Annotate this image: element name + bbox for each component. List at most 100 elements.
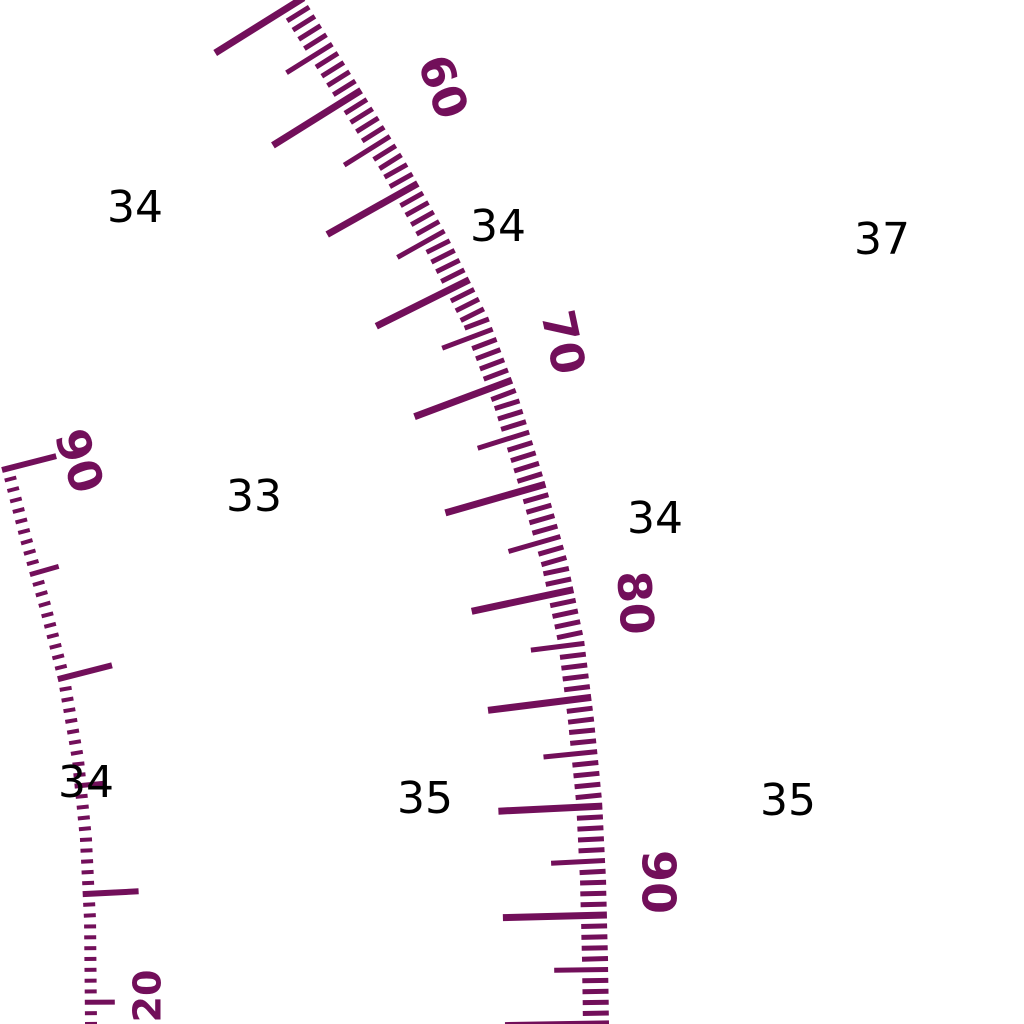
scale-tick [326,69,351,88]
scale-tick [528,513,556,526]
scale-tick [383,162,409,180]
scale-tick [425,238,451,255]
depth-sounding: 34 [470,201,526,252]
scale-tick [559,651,587,660]
scale-tick [59,685,72,692]
scale-tick [342,134,392,168]
scale-tick [537,544,565,557]
scale-tick-major [82,888,139,898]
scale-tick [20,538,34,546]
scale-tick [409,209,436,227]
scale-tick [6,486,20,493]
scale-tick [61,696,74,703]
scale-tick [576,814,604,821]
scale-tick [51,653,65,661]
scale-tick [43,621,57,629]
scale-tick [581,956,609,962]
scale-tick [440,267,466,284]
scale-tick-major [413,376,514,420]
scale-tick [297,23,323,42]
scale-tick [430,248,456,265]
scale-tick [479,357,506,372]
scale-tick [572,760,599,768]
scale-tick [64,717,78,724]
scale-tick [63,707,76,714]
scale-tick-marks [213,0,610,1024]
scale-tick [396,228,446,260]
scale-tick [17,527,31,535]
scale-tick [556,629,584,641]
scale-tick [543,749,598,760]
scale-tick [577,825,604,832]
scale-tick [580,901,607,908]
scale-tick [54,663,68,671]
scale-tick [561,662,588,671]
scale-tick [285,4,311,24]
scale-label-80: 80 [606,569,664,637]
scale-tick [525,502,553,515]
scale-tick-marks-left [1,453,139,1024]
scale-tick [331,78,357,97]
scale-tick [32,579,45,587]
scale-tick [378,152,403,171]
scale-tick [81,859,94,864]
scale-tick [573,770,600,779]
scale-tick [531,523,559,536]
scale-label-70: 70 [530,305,596,379]
scale-tick [12,507,25,514]
scale-tick [579,868,606,876]
scale-tick [513,460,540,474]
scale-tick [506,440,534,453]
scale-tick [471,337,498,351]
scale-tick [435,257,461,275]
scale-tick [46,632,60,640]
scale-label-left-90: 90 [44,422,115,500]
scale-tick [388,171,414,189]
scale-tick [562,673,589,682]
scale-tick [476,429,530,451]
scale-tick-major [325,180,420,238]
scale-tick [550,858,606,866]
scale-tick [540,555,568,568]
scale-tick-major [444,480,547,517]
scale-tick [23,548,37,556]
scale-tick [554,619,581,630]
scale-tick [482,367,509,382]
scale-tick [68,739,82,746]
scale-tick [581,923,608,929]
scale-tick [41,611,54,619]
scale-tick [516,471,543,484]
scale-tick [78,826,92,832]
scale-tick [507,534,562,554]
scale-tick [74,780,105,789]
scale-tick [497,408,524,422]
scale-tick-major [57,662,113,683]
scale-tick [404,200,430,218]
scale-tick [4,475,17,483]
scale-tick [568,727,596,735]
scale-label-left-20: 20 [126,970,170,1023]
scale-tick [26,558,40,567]
scale-tick [76,804,89,810]
scale-tick [49,642,62,650]
scale-tick [320,60,346,79]
scale-tick [449,287,476,304]
scale-tick [72,761,85,767]
scale-tick-major [1,453,57,473]
scale-tick-major [470,586,575,615]
scale-tick [303,32,328,51]
scale-tick [9,496,23,504]
scale-tick [285,41,334,75]
depth-sounding: 37 [854,214,910,265]
scale-tick [360,125,386,144]
scale-tick [554,967,609,973]
scale-tick [82,880,95,886]
scale-tick [581,934,608,940]
depth-sounding: 35 [760,775,816,826]
depth-sounding: 34 [627,493,683,544]
scale-tick [441,326,494,351]
scale-tick [75,793,88,799]
scale-tick [582,1010,609,1016]
scale-tick [372,143,398,162]
